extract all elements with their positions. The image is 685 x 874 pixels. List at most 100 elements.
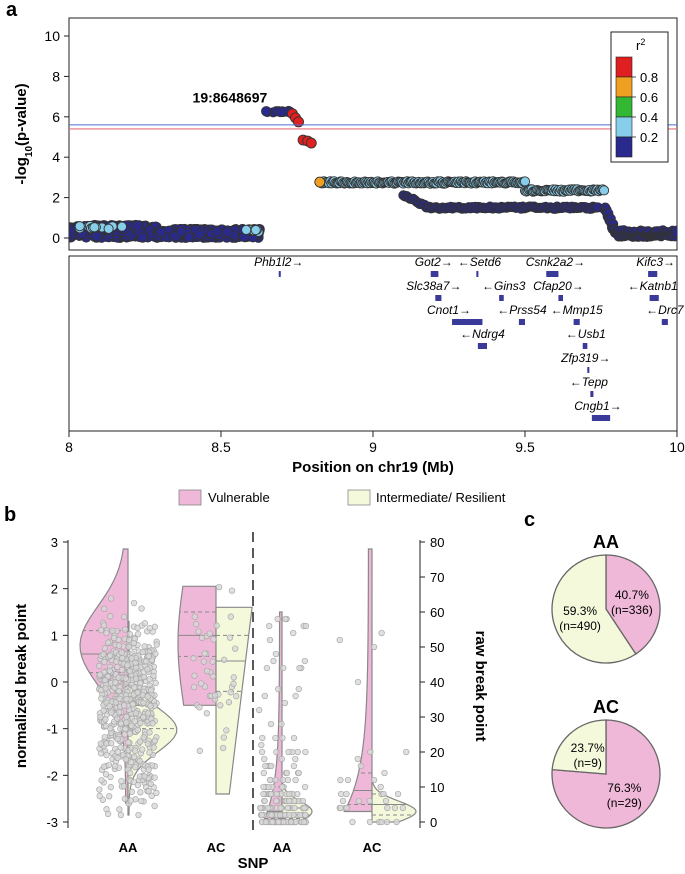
data-point (217, 702, 224, 709)
y-tick-label: 50 (430, 640, 444, 655)
gene-exons (452, 319, 483, 325)
data-point (378, 629, 385, 637)
gene-label: Slc38a7→ (406, 279, 461, 293)
data-point (101, 658, 108, 666)
data-point (107, 613, 114, 620)
lead-snp: 19:8648697 (193, 89, 268, 105)
data-point (132, 675, 140, 682)
data-point (123, 713, 130, 721)
data-point (211, 692, 219, 699)
data-point (153, 641, 160, 648)
gene-label: ←Mmp15 (551, 303, 603, 317)
data-point (117, 744, 124, 751)
gene-label: ←Ndrg4 (460, 327, 505, 341)
data-point (145, 788, 152, 795)
data-point (227, 613, 234, 620)
data-point (150, 672, 157, 680)
data-point (213, 622, 220, 629)
data-point (266, 622, 273, 630)
manhattan-y-axis: 0 2 4 6 8 10 (44, 28, 69, 246)
snp-point (241, 224, 252, 235)
data-point (337, 804, 344, 812)
lead-snp-label: 19:8648697 (193, 89, 268, 105)
data-point (136, 758, 143, 765)
gene-label: ←Tepp (570, 375, 609, 389)
data-point (146, 749, 153, 756)
gene-katnb1: ←Katnb1 (628, 279, 678, 301)
data-point (145, 766, 152, 773)
data-point (144, 666, 151, 673)
snp-point (671, 227, 677, 238)
category-label: AC (363, 840, 382, 855)
violin-points (96, 595, 160, 819)
snp-point (89, 222, 100, 233)
data-point (203, 710, 210, 717)
data-point (146, 729, 153, 736)
data-point (110, 634, 118, 642)
gene-mmp15: ←Mmp15 (551, 303, 603, 325)
gene-exons (546, 271, 559, 277)
data-point (97, 750, 105, 757)
raw-y-label: raw break point (472, 631, 489, 742)
data-point (132, 763, 139, 771)
ld-color-bin (615, 136, 633, 158)
data-point (258, 811, 265, 819)
threshold-lines (69, 124, 677, 130)
data-point (122, 756, 129, 763)
y-tick-label: 3 (51, 535, 58, 550)
data-point (278, 720, 285, 728)
data-point (137, 719, 144, 727)
snp-point (305, 137, 317, 149)
data-point (103, 751, 110, 759)
gene-exons (648, 271, 658, 277)
snp-point (598, 185, 610, 196)
y-tick-label: 10 (44, 28, 60, 44)
data-point (130, 599, 138, 607)
data-point (399, 804, 407, 812)
gene-label: Kifc3→ (636, 255, 675, 269)
gene-exons (573, 319, 580, 325)
data-point (260, 783, 267, 791)
data-point (272, 776, 279, 784)
category-label: AA (273, 840, 292, 855)
data-point (378, 818, 385, 826)
gene-csnk2a2: Csnk2a2→ (526, 255, 585, 277)
data-point (393, 818, 400, 826)
data-point (130, 639, 137, 647)
data-point (112, 679, 119, 686)
data-point (123, 719, 130, 726)
data-point (191, 672, 198, 679)
gene-label: Phb1l2→ (254, 255, 303, 269)
data-point (114, 754, 121, 762)
data-point (286, 790, 293, 798)
x-tick-label: 8 (65, 439, 73, 455)
gene-exons (582, 343, 588, 349)
x-tick-label: 9 (369, 439, 377, 455)
data-point (97, 713, 104, 721)
data-point (125, 636, 133, 644)
gene-drc7: ←Drc7 (646, 303, 685, 325)
data-point (275, 818, 282, 826)
gene-gins3: ←Gins3 (482, 279, 526, 301)
data-point (118, 649, 125, 656)
gene-exons (591, 415, 611, 421)
data-point (221, 656, 228, 663)
gene-cfap20: Cfap20→ (533, 279, 584, 301)
data-point (343, 790, 350, 798)
data-point (105, 639, 112, 646)
data-point (226, 634, 234, 641)
snp-point (194, 228, 205, 240)
data-point (131, 684, 138, 691)
data-point (403, 748, 410, 756)
data-point (122, 726, 129, 733)
data-point (260, 790, 267, 798)
data-point (391, 804, 399, 812)
data-point (272, 650, 280, 658)
data-point (132, 659, 139, 667)
data-point (273, 790, 280, 798)
data-point (367, 748, 374, 756)
manhattan-plot: 0 2 4 6 8 10 -log10(p-value) 19:8648697 r2 0.… (13, 17, 678, 251)
y-tick-label: 70 (430, 570, 444, 585)
legend-label-vulnerable: Vulnerable (208, 490, 270, 505)
data-point (210, 636, 217, 643)
